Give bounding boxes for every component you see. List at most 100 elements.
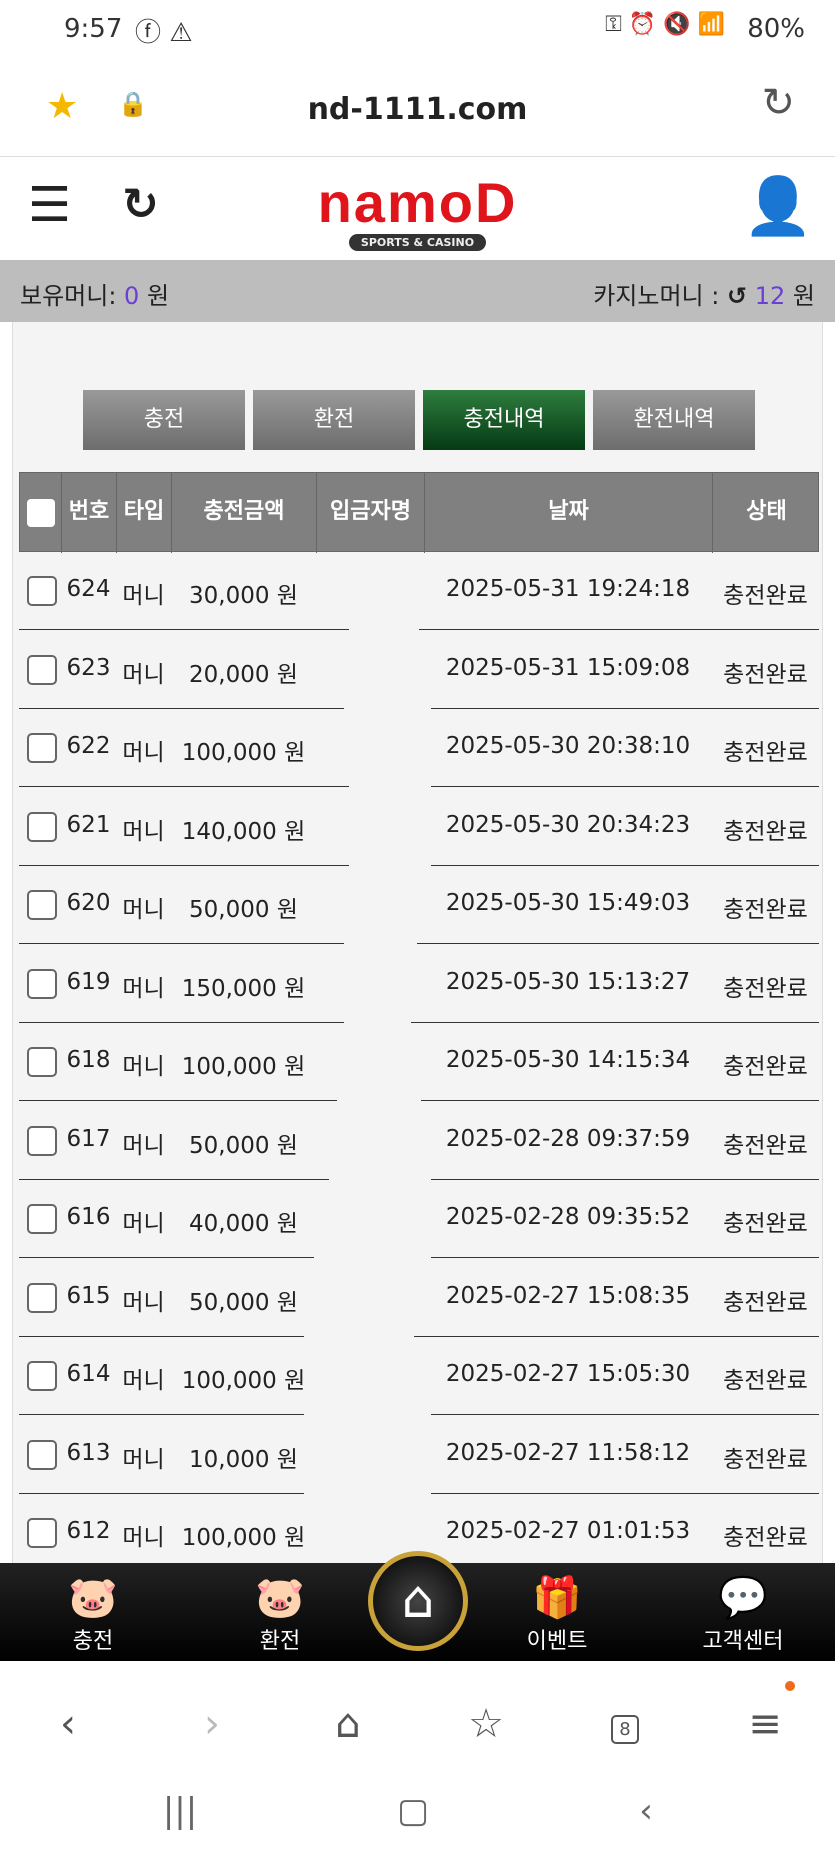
row-divider — [431, 786, 819, 787]
row-date: 2025-02-28 09:37:59 — [445, 1125, 691, 1152]
balance-bar: 보유머니: 0 원 카지노머니 : ↺ 12 원 — [0, 260, 835, 322]
battery-level: 80% — [747, 14, 805, 44]
table-header: 번호 타입 충전금액 입금자명 날짜 상태 — [19, 472, 819, 553]
row-status: 충전완료 — [723, 1211, 808, 1237]
row-divider — [431, 864, 819, 866]
row-type: 머니 — [122, 1525, 165, 1551]
facebook-icon: ⓕ ⚠ — [135, 18, 193, 48]
row-checkbox[interactable] — [27, 576, 57, 606]
row-checkbox[interactable] — [27, 1125, 57, 1156]
row-divider — [19, 864, 349, 866]
logo-subtext: SPORTS & CASINO — [348, 234, 487, 251]
row-divider — [19, 1414, 304, 1415]
row-amount: 50,000 원 — [189, 1289, 298, 1316]
row-number: 616 — [66, 1204, 111, 1230]
lock-icon: 🔒 — [118, 90, 148, 118]
table-row: 624 머니 30,000 원 2025-05-31 19:24:18 충전완료 — [19, 552, 819, 630]
table-row: 618 머니 100,000 원 2025-05-30 14:15:34 충전완… — [19, 1023, 819, 1101]
row-number: 614 — [66, 1361, 111, 1387]
row-date: 2025-05-30 20:38:10 — [445, 733, 691, 759]
home-system-icon[interactable]: ▢ — [396, 1791, 430, 1831]
forward-icon[interactable]: › — [204, 1701, 220, 1747]
row-type: 머니 — [122, 897, 165, 923]
piggy-minus-icon: 🐷 — [255, 1575, 305, 1621]
row-checkbox[interactable] — [27, 1204, 57, 1234]
row-number: 620 — [66, 890, 111, 916]
row-checkbox[interactable] — [27, 1047, 57, 1077]
refresh-icon[interactable]: ↻ — [122, 179, 159, 230]
row-status: 충전완료 — [723, 1054, 808, 1080]
tab-deposit[interactable]: 충전 — [83, 390, 245, 450]
row-status: 충전완료 — [723, 818, 808, 845]
select-all-checkbox[interactable] — [26, 499, 55, 527]
row-divider — [417, 943, 819, 944]
table-row: 612 머니 100,000 원 2025-02-27 01:01:53 충전완… — [19, 1494, 819, 1572]
nav-event[interactable]: 🎁 이벤트 — [497, 1573, 617, 1655]
home-icon: ⌂ — [401, 1570, 435, 1630]
user-icon[interactable]: 👤 — [743, 174, 813, 239]
row-status: 충전완료 — [723, 1289, 808, 1316]
table-row: 614 머니 100,000 원 2025-02-27 15:05:30 충전완… — [19, 1337, 819, 1415]
row-checkbox[interactable] — [27, 811, 57, 842]
back-icon[interactable]: ‹ — [60, 1701, 76, 1747]
casino-refresh-icon[interactable]: ↺ — [726, 282, 748, 310]
nav-label: 충전 — [72, 1629, 114, 1654]
row-date: 2025-05-30 20:34:23 — [445, 811, 691, 838]
row-checkbox[interactable] — [27, 1361, 57, 1391]
row-number: 621 — [66, 811, 111, 838]
browser-url-bar: ★ 🔒 nd-1111.com ↻ — [0, 62, 835, 157]
row-amount: 100,000 원 — [181, 740, 306, 766]
row-divider — [431, 1257, 819, 1258]
row-checkbox[interactable] — [27, 1282, 57, 1313]
row-status: 충전완료 — [723, 975, 808, 1002]
recent-apps-icon[interactable]: ||| — [162, 1791, 198, 1831]
row-type: 머니 — [122, 818, 165, 845]
reload-icon[interactable]: ↻ — [761, 80, 795, 126]
star-icon[interactable]: ★ — [46, 86, 79, 127]
row-date: 2025-05-31 15:09:08 — [445, 654, 691, 681]
back-system-icon[interactable]: ‹ — [639, 1791, 653, 1831]
row-checkbox[interactable] — [27, 733, 57, 763]
row-type: 머니 — [122, 1368, 165, 1394]
home-icon[interactable]: ⌂ — [335, 1701, 361, 1747]
bottom-nav: 🐷 충전 🐷 환전 ⌂ 🎁 이벤트 💬 고객센터 — [0, 1551, 835, 1661]
row-checkbox[interactable] — [27, 1439, 57, 1470]
tab-deposit-history[interactable]: 충전내역 — [423, 390, 585, 450]
header-status: 상태 — [746, 499, 787, 524]
browser-menu-icon[interactable]: ≡ — [748, 1701, 782, 1747]
piggy-plus-icon: 🐷 — [68, 1575, 118, 1621]
row-checkbox[interactable] — [27, 654, 57, 685]
site-logo[interactable]: namoD SPORTS & CASINO — [290, 175, 545, 255]
casino-value: 12 — [754, 282, 786, 310]
url-text[interactable]: nd-1111.com — [307, 92, 528, 127]
menu-icon[interactable]: ☰ — [28, 177, 72, 233]
row-status: 충전완료 — [723, 740, 808, 766]
bookmarks-icon[interactable]: ☆ — [468, 1701, 504, 1747]
home-button[interactable]: ⌂ — [368, 1551, 468, 1651]
row-checkbox[interactable] — [27, 968, 57, 999]
nav-deposit[interactable]: 🐷 충전 — [33, 1573, 153, 1655]
tabs-button[interactable]: 8 — [585, 1715, 665, 1744]
tab-withdraw[interactable]: 환전 — [253, 390, 415, 450]
header-number: 번호 — [62, 473, 117, 553]
row-divider — [411, 1021, 819, 1023]
tab-withdraw-history[interactable]: 환전내역 — [593, 390, 755, 450]
row-divider — [19, 1492, 304, 1494]
row-divider — [19, 786, 349, 787]
logo-text: namoD — [317, 171, 518, 234]
row-divider — [19, 1178, 329, 1180]
row-status: 충전완료 — [723, 583, 808, 609]
row-type: 머니 — [122, 1446, 165, 1473]
money-balance: 보유머니: 0 원 — [20, 276, 169, 311]
row-checkbox[interactable] — [27, 890, 57, 920]
status-icons: ⚿ ⏰ 🔇 📶 — [605, 12, 725, 37]
gift-icon: 🎁 — [532, 1575, 582, 1621]
nav-withdraw[interactable]: 🐷 환전 — [220, 1573, 340, 1655]
row-date: 2025-05-30 14:15:34 — [445, 1047, 691, 1073]
header-amount: 충전금액 — [172, 473, 317, 553]
row-type: 머니 — [122, 1054, 165, 1080]
nav-support[interactable]: 💬 고객센터 — [683, 1573, 803, 1655]
clock: 9:57 — [64, 14, 123, 44]
row-status: 충전완료 — [723, 661, 808, 688]
row-checkbox[interactable] — [27, 1518, 57, 1548]
